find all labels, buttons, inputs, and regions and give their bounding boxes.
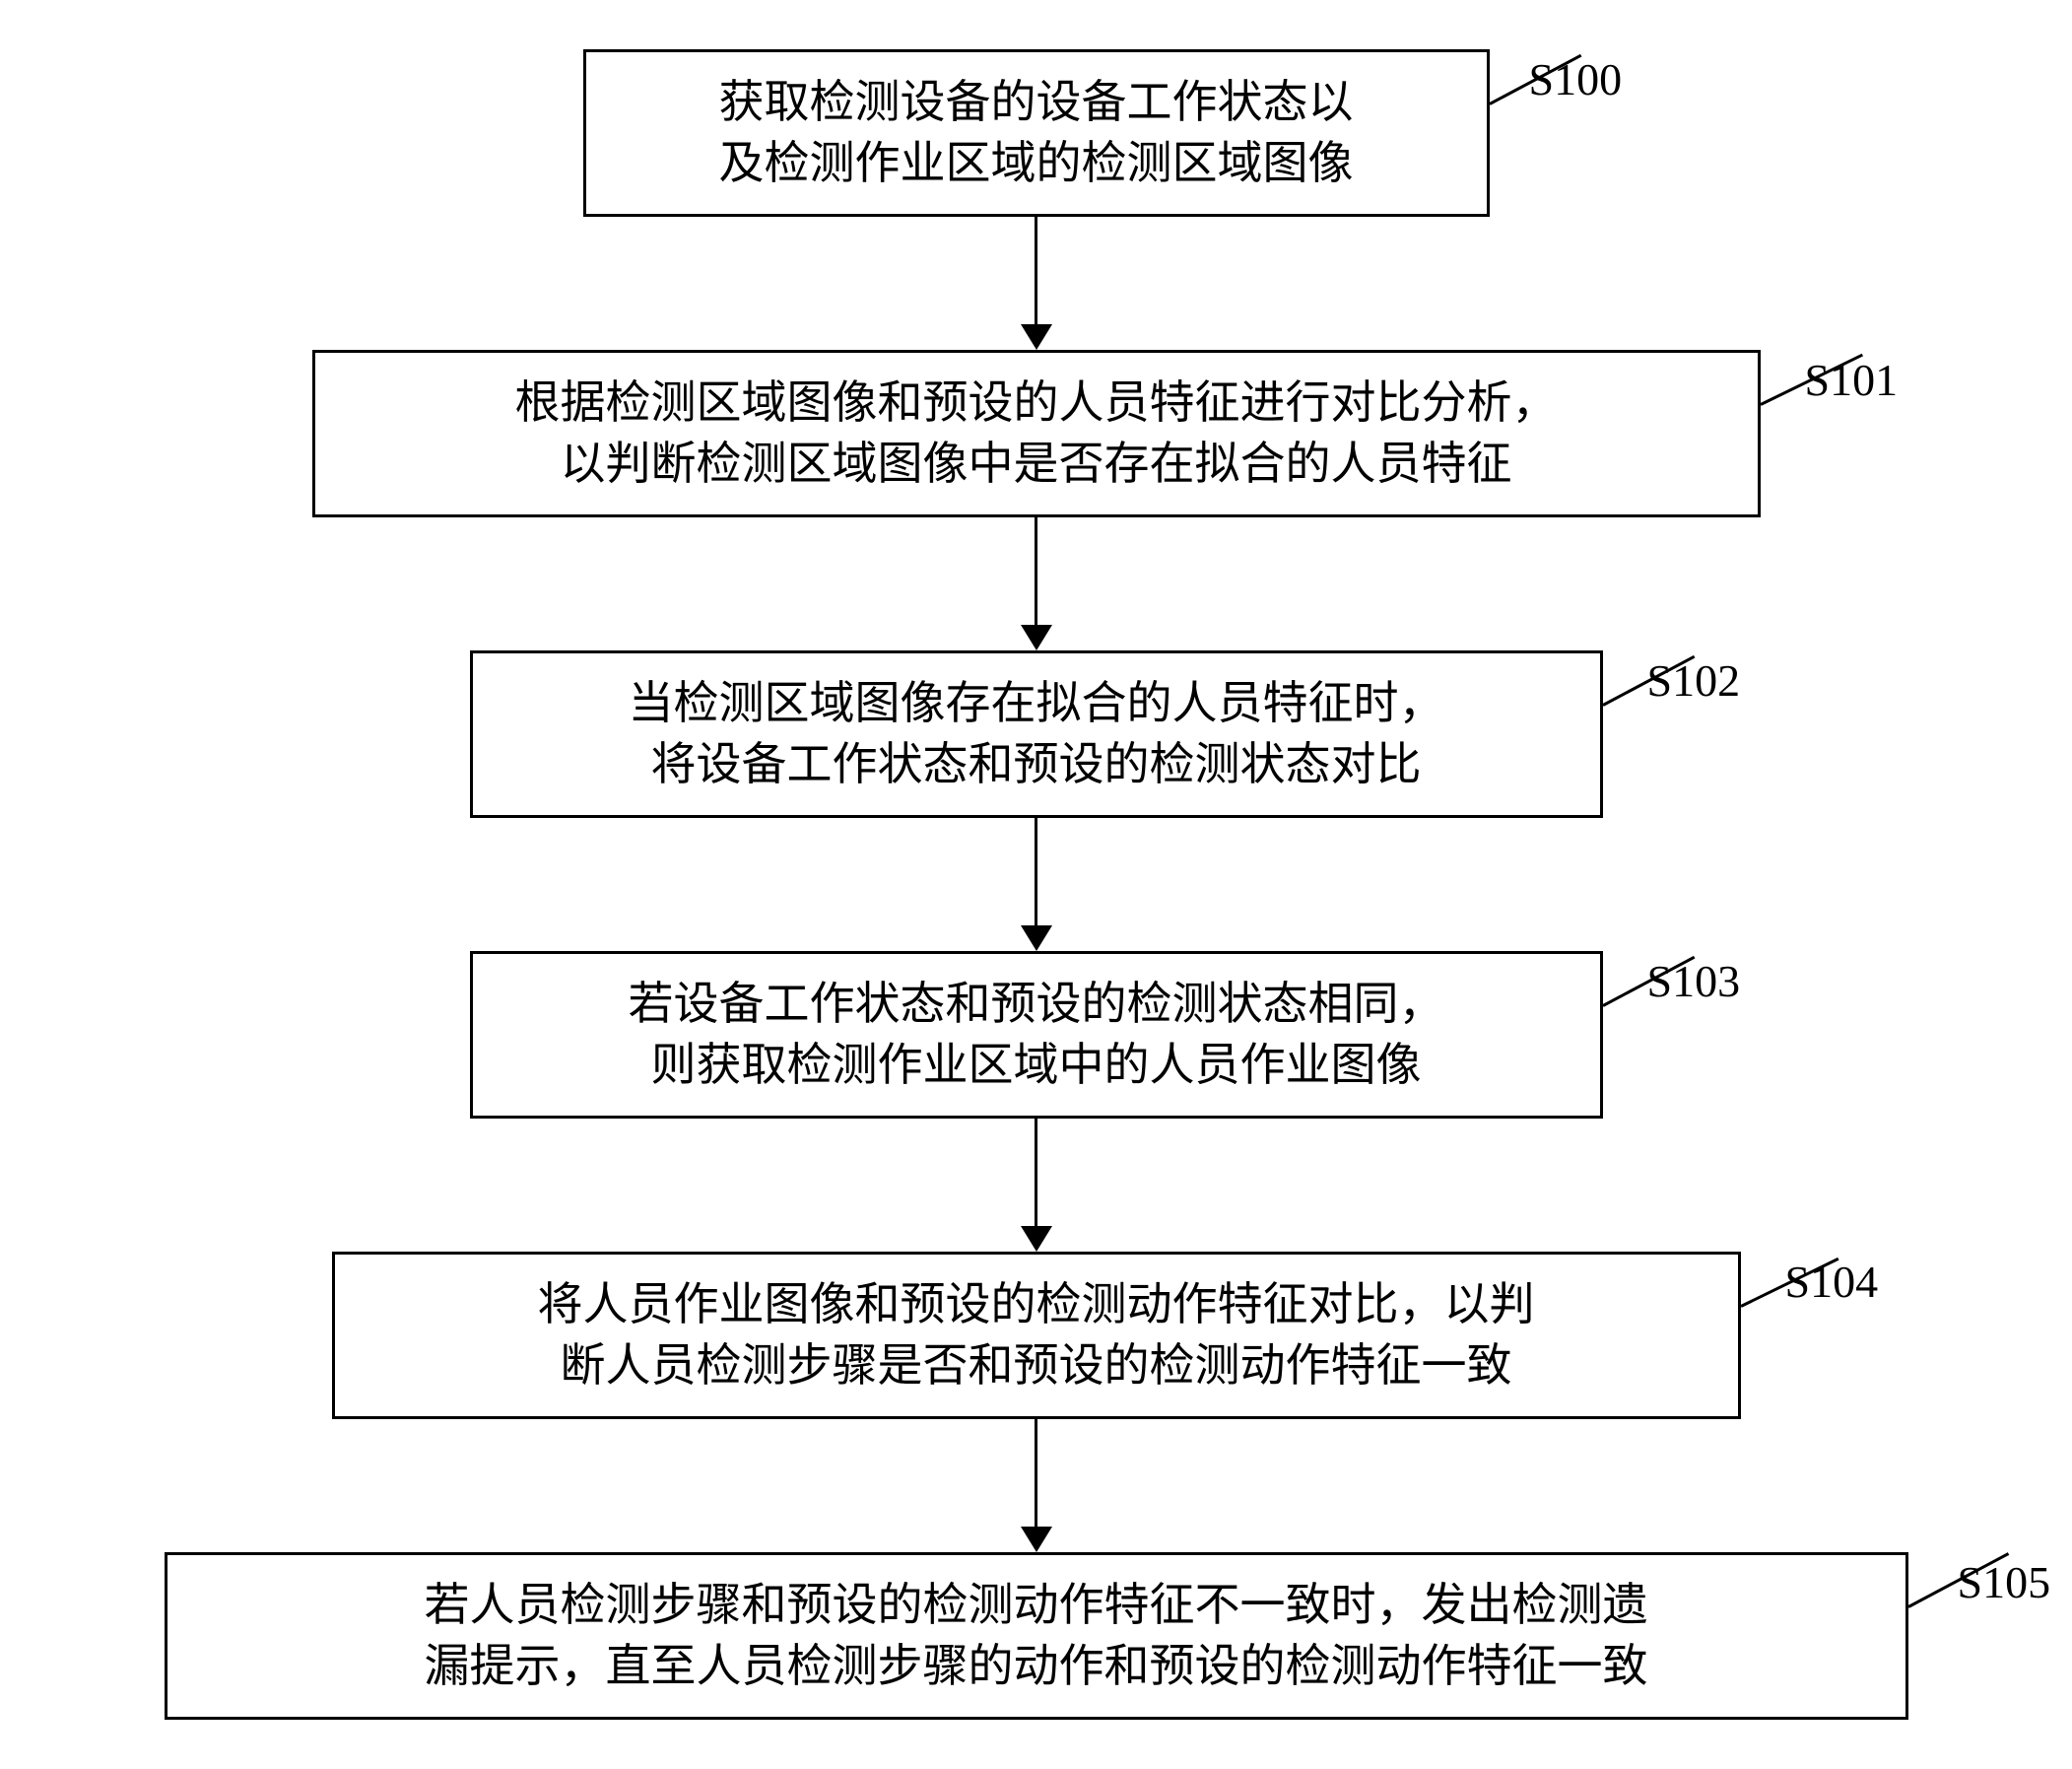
flow-step-text-line: 及检测作业区域的检测区域图像 [614, 133, 1459, 194]
arrow-head-icon [1021, 1226, 1052, 1252]
flow-step-id-label: S103 [1647, 955, 1741, 1007]
arrow-head-icon [1021, 625, 1052, 650]
arrow-shaft [1035, 517, 1037, 626]
flow-step-id-label: S100 [1529, 53, 1623, 105]
flow-step-box: 获取检测设备的设备工作状态以及检测作业区域的检测区域图像 [583, 49, 1490, 217]
arrow-shaft [1035, 1419, 1037, 1528]
flow-arrow [1021, 517, 1052, 650]
flow-step-text-line: 则获取检测作业区域中的人员作业图像 [501, 1035, 1572, 1096]
flow-step-row: 若人员检测步骤和预设的检测动作特征不一致时，发出检测遗漏提示，直至人员检测步骤的… [30, 1552, 2042, 1720]
flow-step-box: 将人员作业图像和预设的检测动作特征对比，以判断人员检测步骤是否和预设的检测动作特… [332, 1252, 1741, 1419]
flow-step-box: 根据检测区域图像和预设的人员特征进行对比分析，以判断检测区域图像中是否存在拟合的… [312, 350, 1761, 517]
arrow-head-icon [1021, 925, 1052, 951]
flowchart-container: 获取检测设备的设备工作状态以及检测作业区域的检测区域图像 S100 根据检测区域图像… [30, 49, 2042, 1720]
flow-step-id-label: S102 [1647, 654, 1741, 707]
flow-step-id-label: S104 [1785, 1256, 1879, 1308]
arrow-shaft [1035, 818, 1037, 926]
flow-step-box: 若人员检测步骤和预设的检测动作特征不一致时，发出检测遗漏提示，直至人员检测步骤的… [165, 1552, 1908, 1720]
flow-step-id-label: S101 [1805, 354, 1899, 406]
flow-step-row: 将人员作业图像和预设的检测动作特征对比，以判断人员检测步骤是否和预设的检测动作特… [30, 1252, 2042, 1419]
flow-arrow [1021, 1119, 1052, 1252]
flow-step-text-line: 漏提示，直至人员检测步骤的动作和预设的检测动作特征一致 [195, 1636, 1878, 1697]
flow-step-text-line: 将人员作业图像和预设的检测动作特征对比，以判 [363, 1274, 1710, 1335]
flow-step-box: 若设备工作状态和预设的检测状态相同，则获取检测作业区域中的人员作业图像 [470, 951, 1603, 1119]
flow-step-row: 若设备工作状态和预设的检测状态相同，则获取检测作业区域中的人员作业图像 S103 [30, 951, 2042, 1119]
flow-arrow [1021, 1419, 1052, 1552]
flow-step-text-line: 当检测区域图像存在拟合的人员特征时， [501, 673, 1572, 734]
flow-step-row: 当检测区域图像存在拟合的人员特征时，将设备工作状态和预设的检测状态对比 S102 [30, 650, 2042, 818]
flow-step-text-line: 根据检测区域图像和预设的人员特征进行对比分析， [343, 373, 1730, 434]
flow-arrow [1021, 818, 1052, 951]
flow-step-text-line: 将设备工作状态和预设的检测状态对比 [501, 734, 1572, 795]
arrow-shaft [1035, 1119, 1037, 1227]
flow-step-row: 根据检测区域图像和预设的人员特征进行对比分析，以判断检测区域图像中是否存在拟合的… [30, 350, 2042, 517]
flow-step-text-line: 若人员检测步骤和预设的检测动作特征不一致时，发出检测遗 [195, 1575, 1878, 1636]
arrow-head-icon [1021, 1527, 1052, 1552]
arrow-shaft [1035, 217, 1037, 325]
flow-step-text-line: 断人员检测步骤是否和预设的检测动作特征一致 [363, 1335, 1710, 1396]
flow-step-text-line: 以判断检测区域图像中是否存在拟合的人员特征 [343, 434, 1730, 495]
flow-step-text-line: 获取检测设备的设备工作状态以 [614, 72, 1459, 133]
arrow-head-icon [1021, 324, 1052, 350]
flow-step-box: 当检测区域图像存在拟合的人员特征时，将设备工作状态和预设的检测状态对比 [470, 650, 1603, 818]
flow-step-row: 获取检测设备的设备工作状态以及检测作业区域的检测区域图像 S100 [30, 49, 2042, 217]
flow-step-id-label: S105 [1958, 1556, 2051, 1608]
flow-step-text-line: 若设备工作状态和预设的检测状态相同， [501, 974, 1572, 1035]
flow-arrow [1021, 217, 1052, 350]
